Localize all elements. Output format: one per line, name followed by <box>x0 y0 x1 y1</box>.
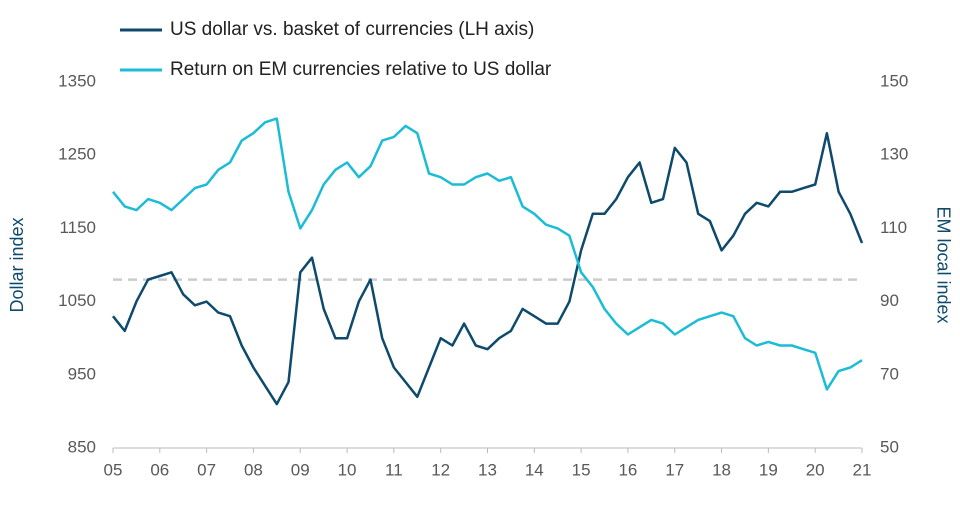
x-tick-label: 16 <box>618 460 637 479</box>
y2-axis-title: EM local index <box>933 206 953 323</box>
x-tick-label: 10 <box>338 460 357 479</box>
series-line <box>112 131 864 406</box>
y2-tick-label: 50 <box>880 437 899 456</box>
x-tick-label: 20 <box>806 460 825 479</box>
y-tick-label: 850 <box>68 437 96 456</box>
legend-label: Return on EM currencies relative to US d… <box>170 59 552 80</box>
y2-tick-label: 70 <box>880 364 899 383</box>
y-tick-label: 950 <box>68 364 96 383</box>
x-tick-label: 09 <box>291 460 310 479</box>
legend: Return on EM currencies relative to US d… <box>120 59 552 80</box>
y-tick-label: 1250 <box>58 145 96 164</box>
legend-label: US dollar vs. basket of currencies (LH a… <box>170 19 534 40</box>
y2-tick-label: 130 <box>880 145 908 164</box>
y-axis-title: Dollar index <box>7 217 27 312</box>
x-tick-label: 17 <box>665 460 684 479</box>
x-tick-label: 14 <box>525 460 544 479</box>
x-tick-label: 05 <box>104 460 123 479</box>
x-tick-label: 07 <box>197 460 216 479</box>
x-tick-label: 12 <box>431 460 450 479</box>
x-tick-label: 19 <box>759 460 778 479</box>
y-tick-label: 1150 <box>59 218 96 237</box>
y-tick-label: 1050 <box>58 291 96 310</box>
x-tick-label: 08 <box>244 460 263 479</box>
x-tick-label: 15 <box>572 460 591 479</box>
x-tick-label: 18 <box>712 460 731 479</box>
y2-tick-label: 150 <box>880 71 908 90</box>
x-tick-label: 13 <box>478 460 497 479</box>
y2-tick-label: 110 <box>880 218 907 237</box>
y2-tick-label: 90 <box>880 291 899 310</box>
legend: US dollar vs. basket of currencies (LH a… <box>120 19 534 40</box>
x-tick-label: 06 <box>150 460 169 479</box>
y-tick-label: 1350 <box>58 71 96 90</box>
series-line <box>112 117 863 391</box>
x-tick-label: 21 <box>853 460 872 479</box>
x-tick-label: 11 <box>385 460 403 479</box>
